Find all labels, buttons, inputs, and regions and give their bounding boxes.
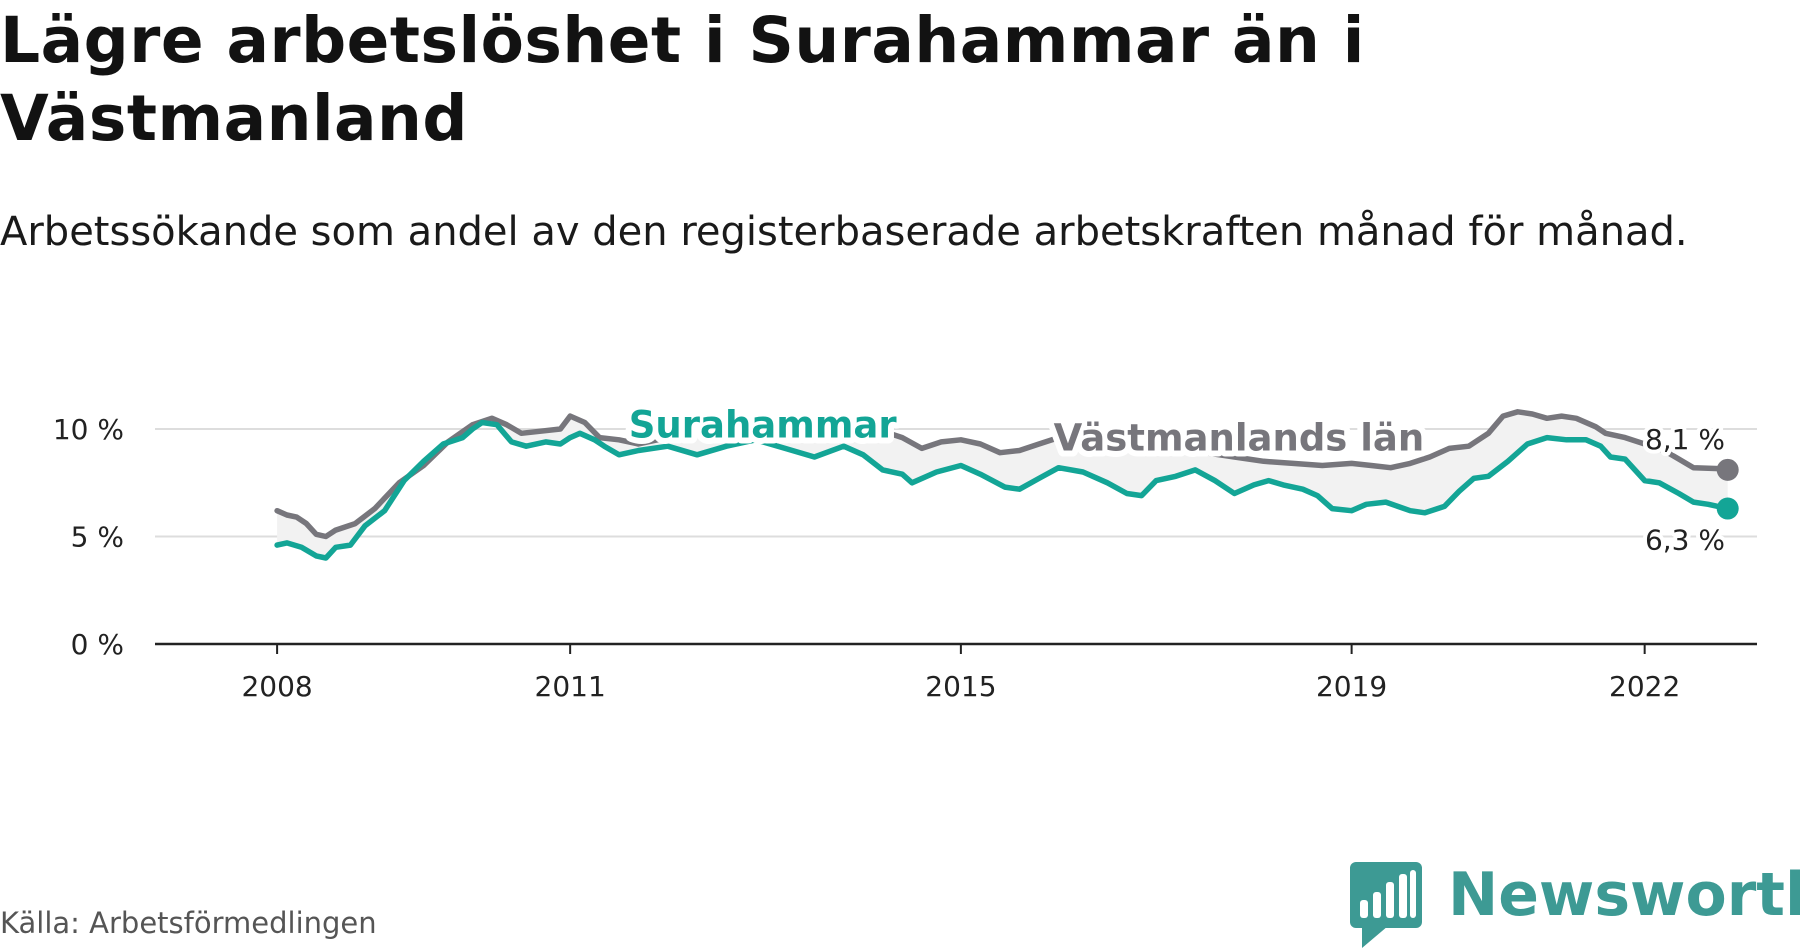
source-credit: Källa: Arbetsförmedlingen	[0, 906, 377, 940]
y-tick-label: 0 %	[71, 628, 124, 661]
chart-title: Lägre arbetslöshet i Surahammar än i Väs…	[0, 4, 1365, 155]
y-tick-label: 5 %	[71, 521, 124, 554]
y-tick-label: 10 %	[53, 413, 124, 446]
vastmanland-end-dot	[1716, 458, 1739, 481]
newsworthy-logo-icon	[1350, 862, 1422, 948]
surahammar-line	[274, 419, 1731, 561]
vastmanland-end-label: 8,1 %	[1645, 423, 1725, 456]
x-tick-label: 2019	[1316, 670, 1387, 703]
vastmanland-line	[274, 409, 1731, 540]
x-tick-label: 2022	[1609, 670, 1680, 703]
brand-name: Newsworthy	[1448, 860, 1800, 930]
vastmanland-series-label: Västmanlands län	[1054, 417, 1425, 460]
x-axis: 0 % 5 % 10 % 2008 2011 2015 2019 2022	[53, 413, 1757, 703]
chart-subtitle: Arbetssökande som andel av den registerb…	[0, 209, 1688, 255]
line-chart: 0 % 5 % 10 % 2008 2011 2015 2019 2022 Surahamma…	[53, 398, 1757, 703]
x-tick-label: 2011	[535, 670, 606, 703]
x-tick-label: 2015	[925, 670, 996, 703]
surahammar-end-label: 6,3 %	[1645, 524, 1725, 557]
series-lines	[274, 409, 1739, 561]
x-tick-label: 2008	[241, 670, 312, 703]
surahammar-series-label: Surahammar	[629, 404, 898, 447]
surahammar-end-dot	[1716, 497, 1739, 520]
series-labels: Surahammar Västmanlands län 8,1 % 6,3 %	[623, 398, 1729, 561]
